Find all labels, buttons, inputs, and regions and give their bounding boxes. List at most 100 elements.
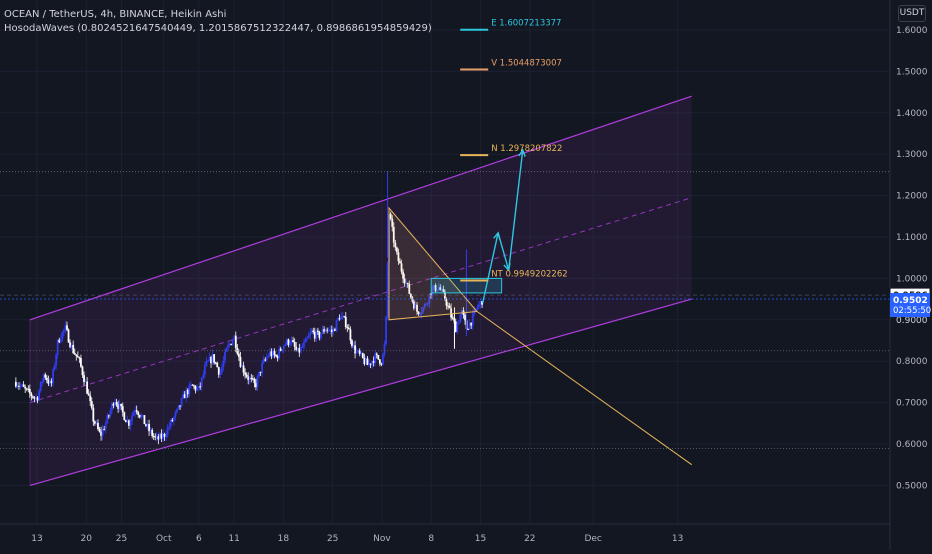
candle-body	[428, 293, 431, 304]
candle-body	[436, 290, 439, 292]
candle-body	[445, 299, 448, 306]
candle-body	[399, 261, 401, 264]
candle-body	[211, 354, 214, 364]
candle-body	[78, 357, 81, 359]
candle-body	[279, 348, 282, 351]
candle-body	[406, 282, 409, 285]
y-tick-label-partial: 0.9000	[896, 316, 928, 326]
candle-body	[259, 371, 262, 374]
candle-body	[383, 344, 386, 354]
candle-body	[118, 403, 121, 409]
candle-body	[273, 351, 276, 356]
y-tick-label: 1.1000	[896, 233, 928, 243]
candle-body	[126, 420, 129, 423]
candle-body	[329, 329, 332, 331]
candle-body	[371, 360, 374, 365]
candle-body	[189, 384, 192, 386]
candle-body	[80, 358, 82, 367]
candle-body	[53, 365, 56, 370]
candle-body	[188, 384, 191, 395]
candle-body	[330, 329, 333, 333]
candle-body	[129, 421, 132, 426]
candle-body	[220, 367, 223, 373]
candle-body	[363, 357, 366, 365]
candle-body	[52, 369, 54, 384]
candle-body	[84, 381, 87, 383]
symbol-title[interactable]: OCEAN / TetherUS, 4h, BINANCE, Heikin As…	[4, 9, 227, 20]
candle-body	[323, 329, 325, 332]
candle-body	[217, 367, 220, 375]
y-tick-label: 0.5000	[896, 481, 928, 491]
candle-body	[430, 293, 432, 296]
candle-body	[214, 362, 217, 364]
candle-body	[312, 330, 315, 333]
candle-body	[114, 402, 116, 406]
projection-leg	[507, 149, 524, 271]
x-tick-label: 22	[524, 534, 535, 544]
candle-body	[334, 329, 336, 331]
x-tick-label: Oct	[156, 534, 172, 544]
candle-body	[56, 339, 59, 355]
chart-header: OCEAN / TetherUS, 4h, BINANCE, Heikin As…	[4, 8, 432, 36]
candle-body	[42, 374, 45, 382]
candle-body	[199, 386, 202, 388]
candle-body	[310, 330, 313, 333]
candle-body	[467, 329, 470, 331]
candle-body	[296, 348, 299, 350]
candle-body	[95, 422, 98, 424]
candle-body	[19, 385, 22, 387]
x-tick-label: 20	[81, 534, 93, 544]
candle-body	[169, 419, 172, 427]
candle-body	[425, 304, 428, 306]
candle-body	[369, 363, 372, 365]
candle-body	[392, 226, 395, 243]
x-tick-label: 25	[327, 534, 338, 544]
candle-body	[93, 421, 96, 424]
candle-body	[21, 384, 23, 386]
candle-body	[338, 318, 341, 320]
indicator-legend[interactable]: HosodaWaves (0.8024521647540449, 1.20158…	[4, 23, 432, 34]
candle-body	[470, 322, 473, 326]
candle-body	[420, 311, 423, 314]
candle-body	[304, 338, 307, 343]
candle-body	[98, 428, 101, 432]
candle-body	[75, 354, 78, 357]
x-tick-label: 15	[475, 534, 486, 544]
candle-body	[247, 376, 250, 381]
candle-body	[442, 289, 445, 292]
candle-body	[374, 353, 377, 363]
candle-body	[423, 304, 426, 308]
candle-body	[439, 287, 442, 291]
candle-body	[295, 346, 298, 350]
candle-body	[50, 380, 53, 384]
last-price-tag: 0.9502	[893, 296, 928, 306]
candle-body	[431, 288, 434, 296]
currency-unit-badge[interactable]: USDT	[898, 5, 926, 22]
candle-body	[372, 360, 375, 363]
last-price-box	[890, 293, 930, 318]
x-tick-label: 8	[428, 534, 434, 544]
candle-body	[355, 351, 358, 354]
candle-body	[276, 356, 279, 359]
resistance-zone	[430, 277, 503, 294]
x-tick-label: 18	[278, 534, 290, 544]
candle-body	[152, 435, 155, 437]
candle-body	[346, 326, 349, 328]
candle-body	[89, 395, 92, 402]
candle-body	[45, 377, 48, 381]
candle-body	[59, 339, 62, 343]
candle-body	[111, 403, 113, 411]
candle-body	[86, 381, 89, 394]
candle-body	[230, 343, 233, 346]
candle-body	[35, 397, 37, 399]
candle-body	[395, 247, 398, 253]
candle-body	[281, 349, 284, 351]
candle-body	[307, 335, 310, 339]
candle-body	[131, 415, 133, 422]
channel-median-line	[29, 197, 692, 404]
candle-body	[137, 411, 140, 415]
candle-body	[18, 385, 20, 387]
candle-body	[335, 320, 338, 331]
